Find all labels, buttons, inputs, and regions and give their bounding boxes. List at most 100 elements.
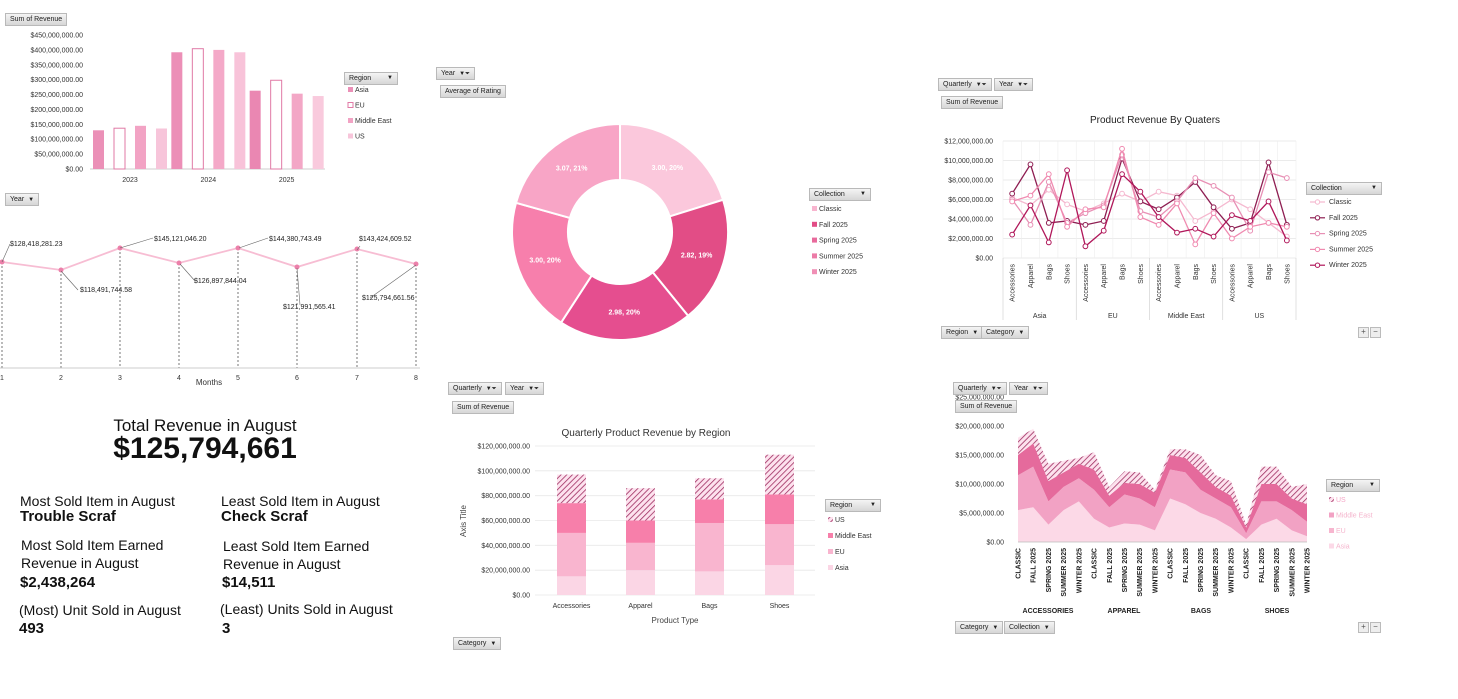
group-label: US bbox=[1255, 313, 1265, 320]
legend-swatch bbox=[828, 549, 833, 554]
button-label: Collection bbox=[1009, 624, 1040, 631]
legend-label: Classic bbox=[1329, 199, 1352, 206]
category-filter-button[interactable]: Category ▼ bbox=[955, 621, 1004, 634]
year-filter-button[interactable]: Year ▼⏷ bbox=[436, 67, 475, 80]
legend-label: Middle East bbox=[355, 118, 392, 125]
leader-line bbox=[238, 237, 269, 249]
legend-label: Classic bbox=[819, 206, 842, 213]
dropdown-arrow-icon: ▼ bbox=[28, 197, 35, 203]
data-point bbox=[1174, 200, 1180, 207]
data-point bbox=[1100, 204, 1107, 211]
category-filter-button[interactable]: Category ▼ bbox=[981, 326, 1030, 339]
region-filter-button[interactable]: Region ▼ bbox=[825, 499, 881, 512]
bar bbox=[113, 127, 126, 170]
year-filter-button[interactable]: Year ▼⏷ bbox=[505, 382, 544, 395]
legend-label: EU bbox=[1336, 528, 1346, 535]
x-tick-label: 4 bbox=[177, 375, 181, 382]
leader-line bbox=[179, 263, 196, 282]
legend-label: EU bbox=[355, 103, 365, 110]
region-filter-button[interactable]: Region ▼ bbox=[941, 326, 984, 339]
donut-slice bbox=[619, 122, 725, 218]
sum-of-revenue-button[interactable]: Sum of Revenue bbox=[5, 13, 68, 26]
legend-label: Spring 2025 bbox=[1329, 231, 1367, 238]
data-point bbox=[1082, 221, 1089, 228]
region-filter-button[interactable]: Region ▼ bbox=[344, 72, 398, 85]
legend-swatch bbox=[812, 237, 817, 243]
collection-filter-button[interactable]: Collection ▼ bbox=[809, 188, 871, 201]
bar-segment bbox=[695, 478, 724, 500]
legend-label: Summer 2025 bbox=[1329, 246, 1373, 253]
quarterly-filter-button[interactable]: Quarterly ▼⏷ bbox=[448, 382, 502, 395]
year-filter-button[interactable]: Year ▼⏷ bbox=[994, 78, 1033, 91]
x-tick-label: SUMMER 2025 bbox=[1213, 548, 1220, 597]
button-label: Region bbox=[349, 75, 372, 82]
quarterly-filter-button[interactable]: Quarterly ▼⏷ bbox=[953, 382, 1007, 395]
expand-button[interactable]: + bbox=[1358, 327, 1369, 338]
legend-label: Winter 2025 bbox=[1329, 262, 1367, 269]
expand-button[interactable]: + bbox=[1358, 622, 1369, 633]
y-axis-title: Axis Title bbox=[459, 504, 468, 537]
x-tick-label: Accessories bbox=[1010, 264, 1017, 302]
y-tick-label: $0.00 bbox=[986, 540, 1004, 547]
sum-of-revenue-button[interactable]: Sum of Revenue bbox=[452, 401, 515, 414]
data-point bbox=[235, 245, 241, 251]
average-of-rating-button[interactable]: Average of Rating bbox=[440, 85, 506, 98]
quarterly-filter-button[interactable]: Quarterly ▼⏷ bbox=[938, 78, 992, 91]
legend-swatch bbox=[348, 87, 353, 92]
data-label: $118,491,744.58 bbox=[80, 287, 132, 294]
x-tick-label: Apparel bbox=[628, 603, 653, 610]
button-label: Category bbox=[458, 640, 487, 647]
data-point bbox=[1265, 220, 1272, 226]
series-line bbox=[1, 247, 417, 271]
x-tick-label: 2025 bbox=[279, 177, 295, 184]
data-point bbox=[1045, 186, 1052, 193]
least-units-value: 3 bbox=[222, 620, 231, 637]
data-point bbox=[1155, 214, 1162, 220]
bar bbox=[171, 52, 183, 169]
series-line bbox=[1011, 146, 1287, 246]
x-axis-title: Months bbox=[196, 378, 222, 387]
legend-swatch bbox=[1329, 512, 1334, 518]
least-earned-value: $14,511 bbox=[222, 574, 276, 591]
donut-slice bbox=[514, 122, 621, 220]
sum-of-revenue-button[interactable]: Sum of Revenue bbox=[955, 400, 1018, 413]
data-point bbox=[1119, 190, 1125, 197]
legend-swatch bbox=[348, 133, 353, 139]
bar bbox=[93, 130, 104, 169]
x-tick-label: WINTER 2025 bbox=[1228, 548, 1235, 593]
region-filter-button[interactable]: Region ▼ bbox=[1326, 479, 1380, 492]
year-filter-button[interactable]: Year ▼⏷ bbox=[1009, 382, 1048, 395]
x-tick-label: WINTER 2025 bbox=[1076, 548, 1083, 593]
bar-segment bbox=[695, 499, 724, 523]
y-tick-label: $50,000,000.00 bbox=[34, 152, 83, 159]
collection-filter-button[interactable]: Collection ▼ bbox=[1306, 182, 1382, 195]
legend-swatch bbox=[1329, 497, 1334, 502]
legend-marker bbox=[1314, 230, 1321, 237]
x-tick-label: Apparel bbox=[1101, 264, 1108, 289]
collection-filter-button[interactable]: Collection ▼ bbox=[1004, 621, 1055, 634]
legend-swatch bbox=[828, 517, 833, 522]
y-tick-label: $300,000,000.00 bbox=[30, 77, 83, 84]
y-tick-label: $0.00 bbox=[65, 167, 83, 174]
category-filter-button[interactable]: Category ▼ bbox=[453, 637, 502, 650]
bar bbox=[312, 96, 324, 169]
data-point bbox=[1064, 201, 1070, 208]
collapse-button[interactable]: − bbox=[1370, 622, 1381, 633]
year-filter-button[interactable]: Year ▼ bbox=[5, 193, 40, 206]
sum-of-revenue-button[interactable]: Sum of Revenue bbox=[941, 96, 1004, 109]
filter-icon: ▼⏷ bbox=[975, 82, 987, 88]
slice-label: 3.00, 20% bbox=[652, 165, 684, 172]
leader-line bbox=[369, 264, 417, 299]
bar bbox=[213, 49, 225, 170]
bar-segment bbox=[695, 522, 724, 572]
data-point bbox=[1045, 239, 1052, 246]
data-point bbox=[1265, 169, 1272, 176]
dropdown-arrow-icon: ▼ bbox=[490, 641, 497, 647]
y-tick-label: $12,000,000.00 bbox=[944, 139, 993, 146]
y-tick-label: $10,000,000.00 bbox=[955, 482, 1004, 489]
legend-label: Spring 2025 bbox=[819, 238, 857, 245]
x-tick-label: SUMMER 2025 bbox=[1137, 548, 1144, 597]
collapse-button[interactable]: − bbox=[1370, 327, 1381, 338]
data-label: $145,121,046.20 bbox=[154, 236, 207, 243]
y-tick-label: $60,000,000.00 bbox=[481, 518, 530, 525]
